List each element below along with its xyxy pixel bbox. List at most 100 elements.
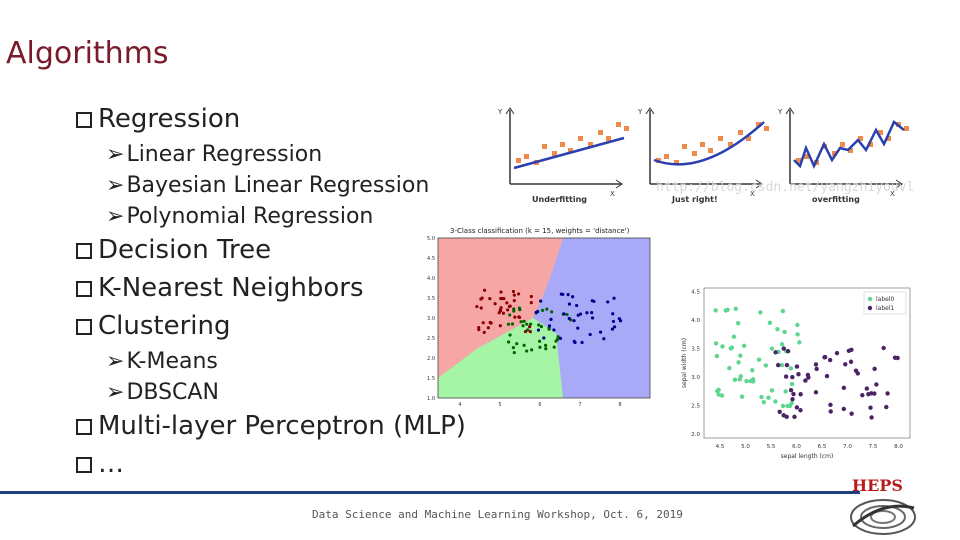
label1-point	[872, 391, 877, 396]
label0-point	[736, 360, 741, 365]
label1-point	[791, 391, 796, 397]
sub-bullet-item: ➢Polynomial Regression	[76, 202, 466, 233]
label1-point	[849, 347, 854, 353]
class-c-point	[598, 330, 603, 334]
label1-point	[798, 408, 803, 413]
label0-point	[789, 400, 794, 406]
label0-point	[775, 327, 780, 332]
y-tick-label: 1.0	[427, 396, 435, 402]
label1-point	[784, 362, 790, 368]
data-point	[832, 151, 837, 156]
label1-point	[803, 378, 808, 383]
class-c-point	[612, 296, 616, 300]
class-a-point	[501, 311, 506, 315]
label1-point	[860, 392, 865, 398]
class-b-point	[525, 328, 530, 332]
class-a-point	[498, 324, 502, 328]
x-axis-label: X	[610, 190, 615, 198]
label1-point	[822, 355, 827, 360]
label0-point	[732, 377, 738, 382]
fit-panel: Y X Just right!	[637, 107, 769, 204]
class-b-point	[521, 324, 525, 328]
label1-point	[872, 366, 877, 372]
class-c-point	[547, 324, 552, 328]
class-b-point	[525, 349, 529, 353]
x-tick-label: 4	[458, 402, 461, 408]
x-tick-label: 7	[578, 402, 581, 408]
y-axis-label: sepal width (cm)	[681, 338, 688, 388]
bullet-item: Regression	[76, 102, 466, 140]
label1-point	[783, 374, 789, 379]
label1-point	[813, 362, 819, 367]
data-point	[692, 151, 697, 156]
data-point	[568, 148, 573, 153]
class-a-point	[488, 320, 492, 325]
x-axis-label: X	[890, 190, 895, 198]
y-axis-label: Y	[497, 108, 503, 116]
square-bullet-icon	[76, 319, 92, 335]
label1-point	[796, 372, 801, 377]
arrow-bullet-icon: ➢	[106, 349, 125, 374]
class-c-point	[558, 336, 563, 340]
label0-point	[780, 308, 786, 314]
arrow-bullet-icon: ➢	[106, 173, 125, 198]
class-a-point	[500, 297, 504, 301]
label1-point	[794, 364, 800, 369]
y-tick-label: 4.5	[427, 256, 435, 262]
label0-point	[731, 334, 737, 339]
bullet-item: Multi-layer Perceptron (MLP)	[76, 409, 466, 447]
label0-point	[750, 377, 756, 382]
data-point	[756, 122, 761, 127]
bullet-text: Clustering	[98, 311, 231, 341]
label1-point	[790, 374, 795, 380]
label1-point	[868, 405, 873, 410]
label0-point	[788, 366, 794, 371]
data-point	[804, 154, 809, 159]
square-bullet-icon	[76, 281, 92, 297]
class-a-point	[529, 294, 533, 299]
label0-point	[795, 332, 800, 337]
class-a-point	[493, 302, 497, 306]
data-point	[606, 136, 611, 141]
class-b-point	[511, 346, 516, 350]
x-axis-arrow-icon	[755, 179, 763, 189]
heps-logo-text: HEPS	[852, 476, 903, 495]
label0-point	[738, 353, 743, 358]
class-b-point	[537, 323, 541, 327]
data-point	[738, 130, 743, 135]
label0-point	[714, 389, 720, 394]
data-point	[624, 126, 629, 131]
class-c-point	[585, 311, 589, 315]
class-c-point	[573, 340, 577, 345]
data-point	[858, 136, 863, 141]
class-a-point	[528, 330, 532, 334]
class-c-point	[567, 302, 572, 306]
label1-point	[781, 346, 786, 351]
class-c-point	[552, 328, 556, 332]
data-point	[868, 142, 873, 147]
label0-point	[735, 320, 741, 326]
data-point	[886, 136, 891, 141]
label1-point	[885, 391, 890, 396]
x-tick-label: 7.0	[843, 444, 852, 450]
label0-point	[782, 329, 787, 335]
class-c-point	[534, 310, 538, 315]
class-a-point	[486, 326, 490, 330]
label0-point	[767, 320, 773, 326]
label1-point	[828, 402, 833, 408]
bullet-text: Linear Regression	[126, 142, 323, 167]
class-a-point	[505, 301, 509, 305]
data-point	[560, 142, 565, 147]
data-point	[674, 160, 679, 165]
class-a-point	[498, 308, 502, 312]
class-c-point	[561, 292, 565, 296]
label0-point	[727, 365, 732, 371]
legend-label: label1	[876, 305, 895, 312]
class-b-point	[543, 343, 548, 347]
label0-point	[713, 341, 719, 346]
class-c-point	[590, 310, 594, 315]
label1-point	[841, 385, 847, 391]
class-b-point	[512, 350, 516, 355]
